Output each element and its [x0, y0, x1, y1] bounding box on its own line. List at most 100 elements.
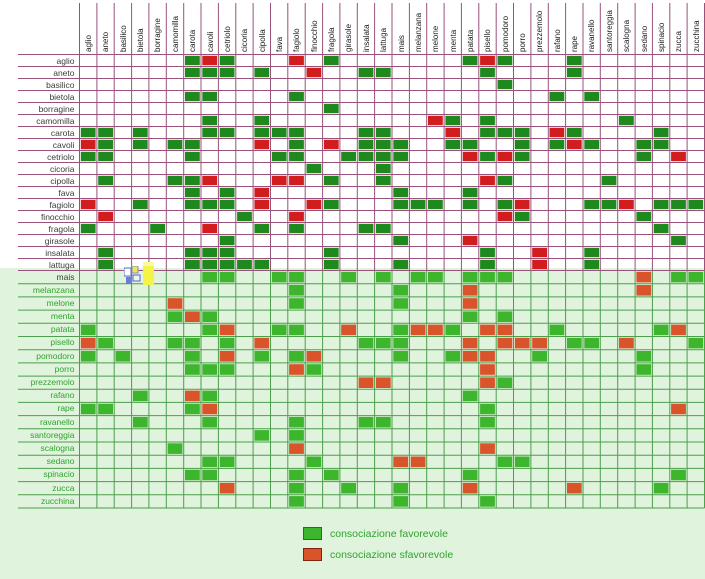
cell-sfavorevole [219, 351, 235, 362]
cell-favorevole [185, 337, 200, 349]
col-header-patata: patata [465, 29, 475, 52]
cell-favorevole [566, 55, 582, 66]
cell-sfavorevole [566, 482, 582, 494]
cell-favorevole [601, 199, 617, 210]
row-label-pisello: pisello [50, 337, 75, 348]
cell-favorevole [584, 199, 600, 210]
cell-favorevole [80, 127, 96, 138]
cell-favorevole [445, 351, 461, 362]
row-label-patata: patata [50, 324, 75, 335]
col-header-mais: mais [396, 35, 406, 52]
cell-sfavorevole [410, 456, 426, 468]
cell-sfavorevole [341, 324, 356, 336]
cell-favorevole [428, 199, 443, 210]
cell-favorevole [480, 115, 495, 126]
cell-favorevole [219, 199, 235, 210]
cell-favorevole [462, 199, 478, 210]
row-label-cicoria: cicoria [49, 163, 75, 174]
cell-sfavorevole [254, 199, 270, 210]
cell-favorevole [428, 271, 443, 283]
cell-favorevole [375, 175, 391, 186]
cell-favorevole [167, 337, 183, 349]
row-label-aglio: aglio [56, 55, 75, 66]
cell-sfavorevole [375, 377, 391, 388]
cell-sfavorevole [497, 337, 513, 349]
cell-favorevole [185, 199, 200, 210]
cell-favorevole [185, 364, 200, 375]
cell-favorevole [289, 151, 304, 162]
cell-favorevole [323, 175, 339, 186]
cell-favorevole [688, 199, 704, 210]
cell-favorevole [566, 337, 582, 349]
cell-favorevole [358, 151, 374, 162]
cell-sfavorevole [80, 139, 96, 150]
cell-favorevole [480, 271, 495, 283]
col-header-pomodoro: pomodoro [500, 15, 510, 52]
col-header-sedano: sedano [639, 25, 649, 52]
row-label-ravanello: ravanello [40, 416, 75, 427]
col-header-lattuga: lattuga [379, 27, 389, 52]
cell-favorevole [289, 324, 304, 336]
col-header-cavoli: cavoli [205, 31, 215, 52]
cell-favorevole [202, 364, 218, 375]
cell-sfavorevole [167, 298, 183, 309]
cell-favorevole [202, 311, 218, 322]
grid-lines [18, 3, 705, 271]
cell-sfavorevole [219, 324, 235, 336]
col-header-rafano: rafano [552, 29, 562, 52]
cell-favorevole [462, 311, 478, 322]
cell-favorevole [289, 496, 304, 507]
cell-sfavorevole [480, 377, 495, 388]
col-header-rape: rape [570, 35, 580, 52]
grid-lines [18, 270, 705, 509]
cell-favorevole [636, 211, 652, 222]
cell-sfavorevole [497, 211, 513, 222]
cell-sfavorevole [289, 364, 304, 375]
cell-sfavorevole [462, 482, 478, 494]
cell-sfavorevole [636, 285, 652, 296]
cell-favorevole [375, 223, 391, 234]
cell-favorevole [132, 390, 148, 402]
cell-favorevole [636, 351, 652, 362]
cell-favorevole [497, 175, 513, 186]
cell-favorevole [289, 298, 304, 309]
cell-favorevole [653, 199, 669, 210]
cell-favorevole [480, 247, 495, 258]
cell-favorevole [393, 324, 409, 336]
cell-sfavorevole [393, 456, 409, 468]
bottom-green-background [0, 268, 705, 579]
cell-favorevole [98, 403, 113, 415]
cell-favorevole [306, 456, 322, 468]
cell-favorevole [497, 79, 513, 90]
cell-favorevole [202, 416, 218, 428]
cell-favorevole [375, 337, 391, 349]
cell-sfavorevole [462, 235, 478, 246]
cell-favorevole [497, 199, 513, 210]
cell-favorevole [289, 351, 304, 362]
cell-favorevole [636, 151, 652, 162]
cell-favorevole [132, 139, 148, 150]
cell-favorevole [358, 67, 374, 78]
row-label-scalogna: scalogna [40, 443, 75, 454]
cell-favorevole [80, 151, 96, 162]
cell-favorevole [132, 199, 148, 210]
cell-sfavorevole [289, 55, 304, 66]
col-header-cicoria: cicoria [240, 28, 250, 52]
cell-favorevole [219, 55, 235, 66]
cell-favorevole [462, 469, 478, 481]
cell-favorevole [115, 351, 131, 362]
cell-favorevole [98, 247, 113, 258]
cell-sfavorevole [80, 199, 96, 210]
cell-favorevole [653, 127, 669, 138]
cell-sfavorevole [254, 337, 270, 349]
cell-favorevole [671, 199, 686, 210]
cell-favorevole [167, 175, 183, 186]
row-label-borragine: borragine [38, 103, 75, 114]
cell-favorevole [393, 235, 409, 246]
col-header-carota: carota [188, 29, 198, 52]
cell-favorevole [358, 337, 374, 349]
cell-favorevole [514, 127, 530, 138]
cell-favorevole [375, 151, 391, 162]
cell-favorevole [393, 496, 409, 507]
cell-favorevole [185, 55, 200, 66]
